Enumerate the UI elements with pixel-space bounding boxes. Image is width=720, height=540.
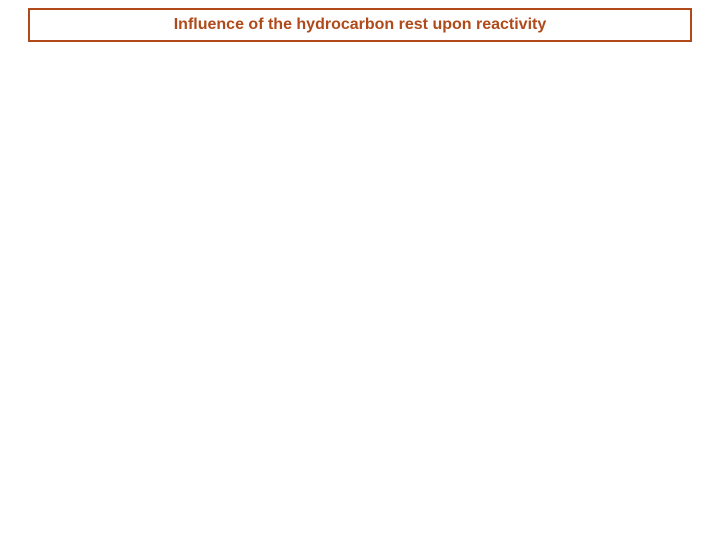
title-box: Influence of the hydrocarbon rest upon r… xyxy=(28,8,692,42)
page-title: Influence of the hydrocarbon rest upon r… xyxy=(174,16,547,33)
